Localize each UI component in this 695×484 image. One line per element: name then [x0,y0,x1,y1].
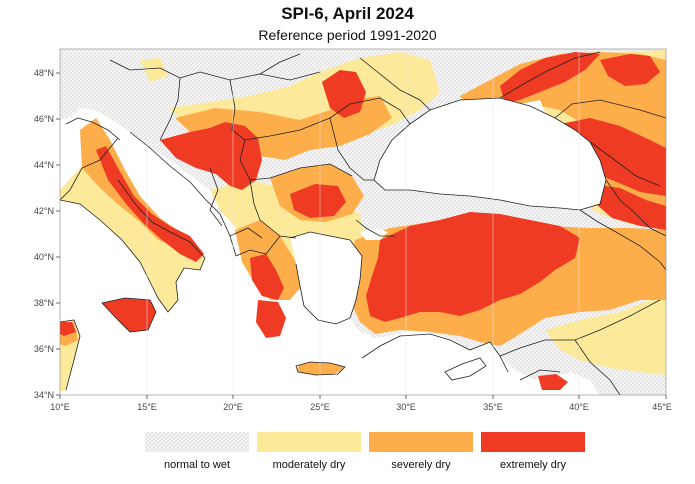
x-axis-labels: 10°E 15°E 20°E 25°E 30°E 35°E 40°E 45°E [50,402,672,412]
map-title: SPI-6, April 2024 [281,4,414,23]
adriatic-sea [118,132,230,248]
y-tick-label: 38°N [34,298,54,308]
x-tick-label: 30°E [396,402,416,412]
legend-item-severely-dry: severely dry [369,432,473,478]
graticule [146,49,580,395]
x-tick-label: 25°E [310,402,330,412]
legend-label: normal to wet [163,459,231,471]
axis-ticks [56,72,667,399]
y-tick-label: 46°N [34,114,54,124]
x-tick-label: 15°E [137,402,157,412]
x-tick-label: 20°E [223,402,243,412]
y-axis-labels: 48°N 46°N 44°N 42°N 40°N 38°N 36°N 34°N [34,68,54,400]
y-tick-label: 48°N [34,68,54,78]
legend-label: extremely dry [499,459,567,471]
legend-item-extremely-dry: extremely dry [481,432,585,478]
legend-item-normal-to-wet: normal to wet [145,432,249,478]
x-tick-label: 10°E [50,402,70,412]
country-borders [60,51,666,395]
y-tick-label: 36°N [34,344,54,354]
legend-label: severely dry [391,459,451,471]
y-tick-label: 42°N [34,206,54,216]
x-tick-label: 35°E [483,402,503,412]
y-tick-label: 44°N [34,160,54,170]
legend-swatch-normal-to-wet [145,432,249,452]
legend-swatch-extremely-dry [481,432,585,452]
legend: normal to wet moderately dry severely dr… [145,432,585,478]
map-subtitle: Reference period 1991-2020 [258,27,437,43]
legend-swatch-moderately-dry [257,432,361,452]
aegean-sea [290,232,362,324]
legend-label: moderately dry [272,459,346,471]
x-tick-label: 40°E [569,402,589,412]
x-tick-label: 45°E [652,402,672,412]
mediterranean-sea [60,270,540,395]
tyrrhenian-sea [60,200,158,318]
map-frame [59,48,667,396]
legend-swatch-severely-dry [369,432,473,452]
y-tick-label: 40°N [34,252,54,262]
y-tick-label: 34°N [34,390,54,400]
map-plot-area [60,49,666,395]
black-sea [374,98,606,210]
region-extremely-dry [60,52,666,390]
legend-item-moderately-dry: moderately dry [257,432,361,478]
